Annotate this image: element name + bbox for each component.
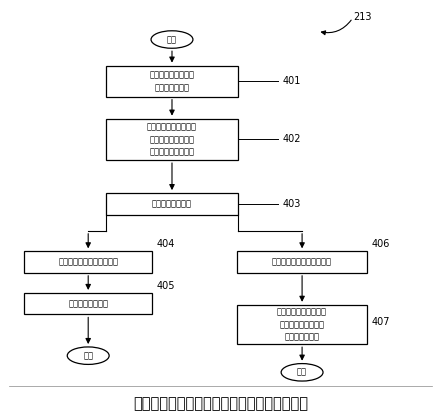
Text: 接收随后的第一传感器信号: 接收随后的第一传感器信号 xyxy=(272,258,332,267)
Text: 使用随后的第一传感器
信号和微差零点偏移
产生补偿的流率: 使用随后的第一传感器 信号和微差零点偏移 产生补偿的流率 xyxy=(277,307,327,342)
Bar xyxy=(237,251,367,273)
Text: 结束: 结束 xyxy=(297,368,307,377)
Bar xyxy=(106,193,238,215)
Bar xyxy=(237,305,367,344)
Text: 确定一个或者多个操作条件: 确定一个或者多个操作条件 xyxy=(58,258,118,267)
Text: 406: 406 xyxy=(371,239,390,249)
Bar xyxy=(24,251,152,273)
Bar xyxy=(106,119,238,160)
Bar xyxy=(24,293,152,314)
Text: 产生偏移相互关系: 产生偏移相互关系 xyxy=(68,299,108,308)
Text: 图为根据本发明的实施例的微差偏移确定例程: 图为根据本发明的实施例的微差偏移确定例程 xyxy=(133,396,308,411)
Bar xyxy=(106,65,238,97)
Text: 结束: 结束 xyxy=(83,351,93,360)
Text: 407: 407 xyxy=(371,317,390,327)
Text: 确定微差零点偏移: 确定微差零点偏移 xyxy=(152,199,192,208)
Ellipse shape xyxy=(151,31,193,48)
Text: 404: 404 xyxy=(157,239,175,249)
Text: 213: 213 xyxy=(353,12,371,22)
Text: 403: 403 xyxy=(282,199,301,209)
Ellipse shape xyxy=(281,364,323,381)
Text: 根据第一流量计确定第
一流率并且根据第二
流量计确定第二流率: 根据第一流量计确定第 一流率并且根据第二 流量计确定第二流率 xyxy=(147,122,197,156)
Text: 从第一和第二流量计
接收传感器信号: 从第一和第二流量计 接收传感器信号 xyxy=(149,70,194,92)
Ellipse shape xyxy=(67,347,109,364)
Text: 401: 401 xyxy=(282,76,301,86)
Text: 开始: 开始 xyxy=(167,35,177,44)
Text: 405: 405 xyxy=(157,281,175,291)
Text: 402: 402 xyxy=(282,134,301,144)
